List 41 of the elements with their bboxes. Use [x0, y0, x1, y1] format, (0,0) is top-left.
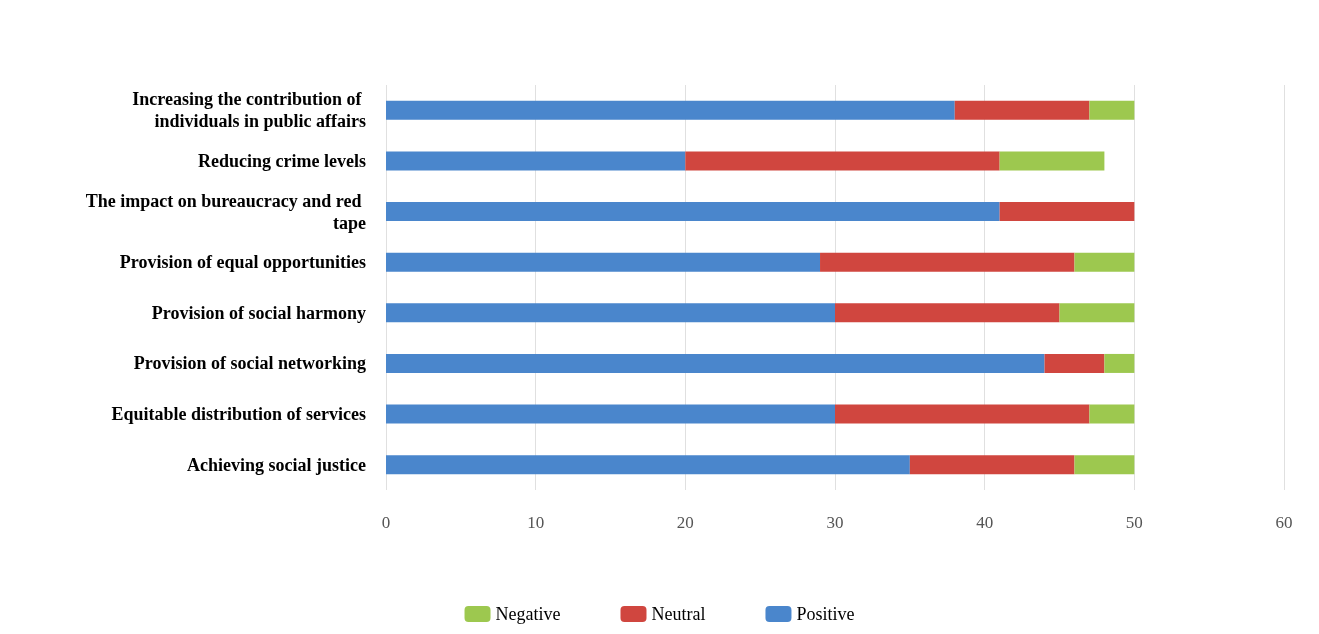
y-tick-label: Provision of social networking [133, 353, 366, 374]
bar [685, 151, 1000, 171]
y-tick-label: Increasing the contribution of individuals in public affairs [132, 89, 366, 132]
bar [386, 151, 686, 171]
bar [386, 303, 835, 323]
bar [1044, 353, 1105, 373]
bar [1074, 455, 1135, 475]
legend-label: Neutral [651, 604, 706, 624]
bar [1104, 353, 1135, 373]
bar [386, 455, 910, 475]
bar [1089, 404, 1135, 424]
bar [820, 252, 1075, 272]
x-tick-label: 10 [527, 513, 545, 532]
legend-label: Positive [796, 604, 855, 624]
x-tick-label: 30 [826, 513, 844, 532]
bar [386, 202, 1000, 222]
y-tick-label: Provision of social harmony [151, 302, 366, 323]
y-tick-label: Reducing crime levels [198, 150, 366, 171]
bar [1089, 100, 1135, 120]
x-tick-label: 20 [676, 513, 694, 532]
y-tick-label: Achieving social justice [187, 454, 367, 475]
y-tick-label: Equitable distribution of services [111, 404, 366, 425]
x-tick-label: 40 [976, 513, 994, 532]
bar [386, 252, 821, 272]
bar [999, 202, 1135, 222]
x-tick-label: 60 [1275, 513, 1293, 532]
legend-label: Negative [495, 604, 561, 624]
y-tick-label: The impact on bureaucracy and red tape [85, 190, 366, 233]
bar [835, 303, 1060, 323]
bar [835, 404, 1090, 424]
y-tick-label: Provision of equal opportunities [119, 252, 366, 273]
bar [954, 100, 1090, 120]
bar [1074, 252, 1135, 272]
x-tick-label: 0 [381, 513, 391, 532]
x-tick-label: 50 [1125, 513, 1143, 532]
bar [999, 151, 1105, 171]
bar [1059, 303, 1135, 323]
bar [909, 455, 1075, 475]
bar [386, 353, 1045, 373]
bar [386, 100, 955, 120]
bar [386, 404, 835, 424]
